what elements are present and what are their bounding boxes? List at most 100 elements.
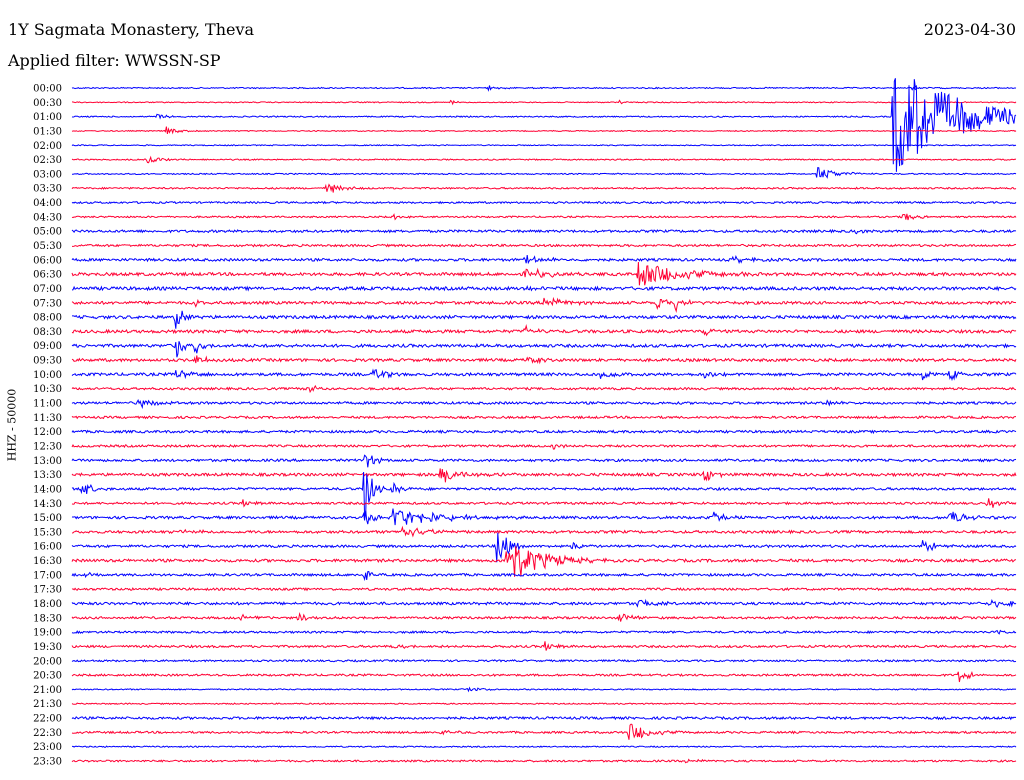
trace-group bbox=[71, 78, 1017, 764]
tick-label-1300: 13:00 bbox=[33, 456, 62, 467]
tick-label-1530: 15:30 bbox=[33, 527, 62, 538]
tick-label-1500: 15:00 bbox=[33, 513, 62, 524]
trace-0330 bbox=[71, 183, 1017, 193]
tick-label-0630: 06:30 bbox=[33, 270, 62, 281]
plot-date: 2023-04-30 bbox=[923, 20, 1016, 39]
tick-label-0830: 08:30 bbox=[33, 327, 62, 338]
trace-0930 bbox=[71, 355, 1017, 365]
tick-label-2130: 21:30 bbox=[33, 699, 62, 710]
tick-label-2200: 22:00 bbox=[33, 714, 62, 725]
tick-label-1000: 10:00 bbox=[33, 370, 62, 381]
tick-label-1130: 11:30 bbox=[33, 413, 62, 424]
trace-2000 bbox=[71, 658, 1017, 663]
filter-label: Applied filter: WWSSN-SP bbox=[8, 51, 221, 70]
trace-0030 bbox=[71, 99, 1017, 106]
trace-1330 bbox=[71, 468, 1017, 483]
tick-label-2030: 20:30 bbox=[33, 671, 62, 682]
trace-1430 bbox=[71, 498, 1017, 508]
tick-label-1100: 11:00 bbox=[33, 399, 62, 410]
trace-0700 bbox=[71, 285, 1017, 292]
tick-label-0130: 01:30 bbox=[33, 126, 62, 137]
tick-label-1730: 17:30 bbox=[33, 585, 62, 596]
trace-2300 bbox=[72, 745, 1017, 749]
trace-0430 bbox=[71, 213, 1017, 221]
trace-2200 bbox=[71, 715, 1017, 721]
trace-1730 bbox=[71, 587, 1017, 592]
trace-0630 bbox=[71, 261, 1017, 286]
trace-2030 bbox=[71, 671, 1017, 683]
trace-0600 bbox=[71, 254, 1017, 265]
trace-2130 bbox=[71, 702, 1017, 705]
trace-0500 bbox=[71, 228, 1017, 235]
tick-label-1030: 10:30 bbox=[33, 384, 62, 395]
tick-label-0530: 05:30 bbox=[33, 241, 62, 252]
tick-label-2000: 20:00 bbox=[33, 656, 62, 667]
trace-1100 bbox=[71, 398, 1017, 410]
tick-label-0400: 04:00 bbox=[33, 198, 62, 209]
trace-0230 bbox=[71, 155, 1017, 164]
tick-label-1930: 19:30 bbox=[33, 642, 62, 653]
tick-label-1330: 13:30 bbox=[33, 470, 62, 481]
tick-label-0430: 04:30 bbox=[33, 212, 62, 223]
trace-0000 bbox=[71, 85, 1017, 92]
trace-1700 bbox=[71, 570, 1017, 582]
tick-label-1900: 19:00 bbox=[33, 628, 62, 639]
trace-0400 bbox=[71, 200, 1017, 205]
trace-1400 bbox=[71, 471, 1017, 519]
trace-1630 bbox=[71, 546, 1016, 577]
trace-1230 bbox=[71, 443, 1017, 450]
tick-label-1400: 14:00 bbox=[33, 484, 62, 495]
tick-label-2330: 23:30 bbox=[33, 757, 62, 768]
tick-label-0230: 02:30 bbox=[33, 155, 62, 166]
trace-0300 bbox=[72, 167, 1017, 179]
tick-label-1700: 17:00 bbox=[33, 570, 62, 581]
trace-1130 bbox=[71, 415, 1016, 420]
trace-1500 bbox=[71, 508, 1017, 526]
tick-label-0000: 00:00 bbox=[33, 84, 62, 95]
tick-label-1230: 12:30 bbox=[33, 441, 62, 452]
tick-label-2230: 22:30 bbox=[33, 728, 62, 739]
trace-0830 bbox=[71, 324, 1017, 337]
trace-0800 bbox=[72, 310, 1017, 329]
trace-1000 bbox=[71, 368, 1017, 382]
trace-2100 bbox=[71, 686, 1017, 693]
tick-label-0600: 06:00 bbox=[33, 255, 62, 266]
trace-2230 bbox=[71, 723, 1017, 740]
trace-1930 bbox=[71, 641, 1017, 651]
tick-label-1800: 18:00 bbox=[33, 599, 62, 610]
trace-2330 bbox=[71, 758, 1017, 764]
station-title: 1Y Sagmata Monastery, Theva bbox=[8, 20, 255, 39]
trace-1530 bbox=[71, 525, 1017, 538]
tick-label-0900: 09:00 bbox=[33, 341, 62, 352]
tick-label-0200: 02:00 bbox=[33, 141, 62, 152]
tick-label-0730: 07:30 bbox=[33, 298, 62, 309]
tick-label-group: 00:00 00:30 01:00 01:30 02:00 02:30 03:00 03:30… bbox=[33, 84, 62, 768]
trace-0900 bbox=[71, 341, 1017, 358]
trace-0530 bbox=[72, 243, 1017, 248]
trace-1900 bbox=[71, 629, 1017, 635]
tick-label-1830: 18:30 bbox=[33, 613, 62, 624]
trace-1800 bbox=[71, 598, 1017, 608]
tick-label-1430: 14:30 bbox=[33, 499, 62, 510]
tick-label-0800: 08:00 bbox=[33, 313, 62, 324]
tick-label-0700: 07:00 bbox=[33, 284, 62, 295]
tick-label-0100: 01:00 bbox=[33, 112, 62, 123]
tick-label-0330: 03:30 bbox=[33, 184, 62, 195]
trace-1200 bbox=[71, 429, 1017, 435]
trace-0100 bbox=[71, 78, 1017, 172]
trace-0130 bbox=[71, 126, 1017, 135]
trace-1600 bbox=[71, 532, 1017, 563]
tick-label-0930: 09:30 bbox=[33, 356, 62, 367]
trace-0730 bbox=[71, 296, 1017, 314]
tick-label-0500: 05:00 bbox=[33, 227, 62, 238]
tick-label-2300: 23:00 bbox=[33, 742, 62, 753]
tick-label-0300: 03:00 bbox=[33, 169, 62, 180]
tick-label-0030: 00:30 bbox=[33, 98, 62, 109]
trace-0200 bbox=[71, 144, 1017, 147]
trace-1030 bbox=[71, 384, 1017, 394]
trace-1830 bbox=[71, 611, 1017, 622]
tick-label-1630: 16:30 bbox=[33, 556, 62, 567]
tick-label-1600: 16:00 bbox=[33, 542, 62, 553]
trace-1300 bbox=[71, 454, 1017, 468]
